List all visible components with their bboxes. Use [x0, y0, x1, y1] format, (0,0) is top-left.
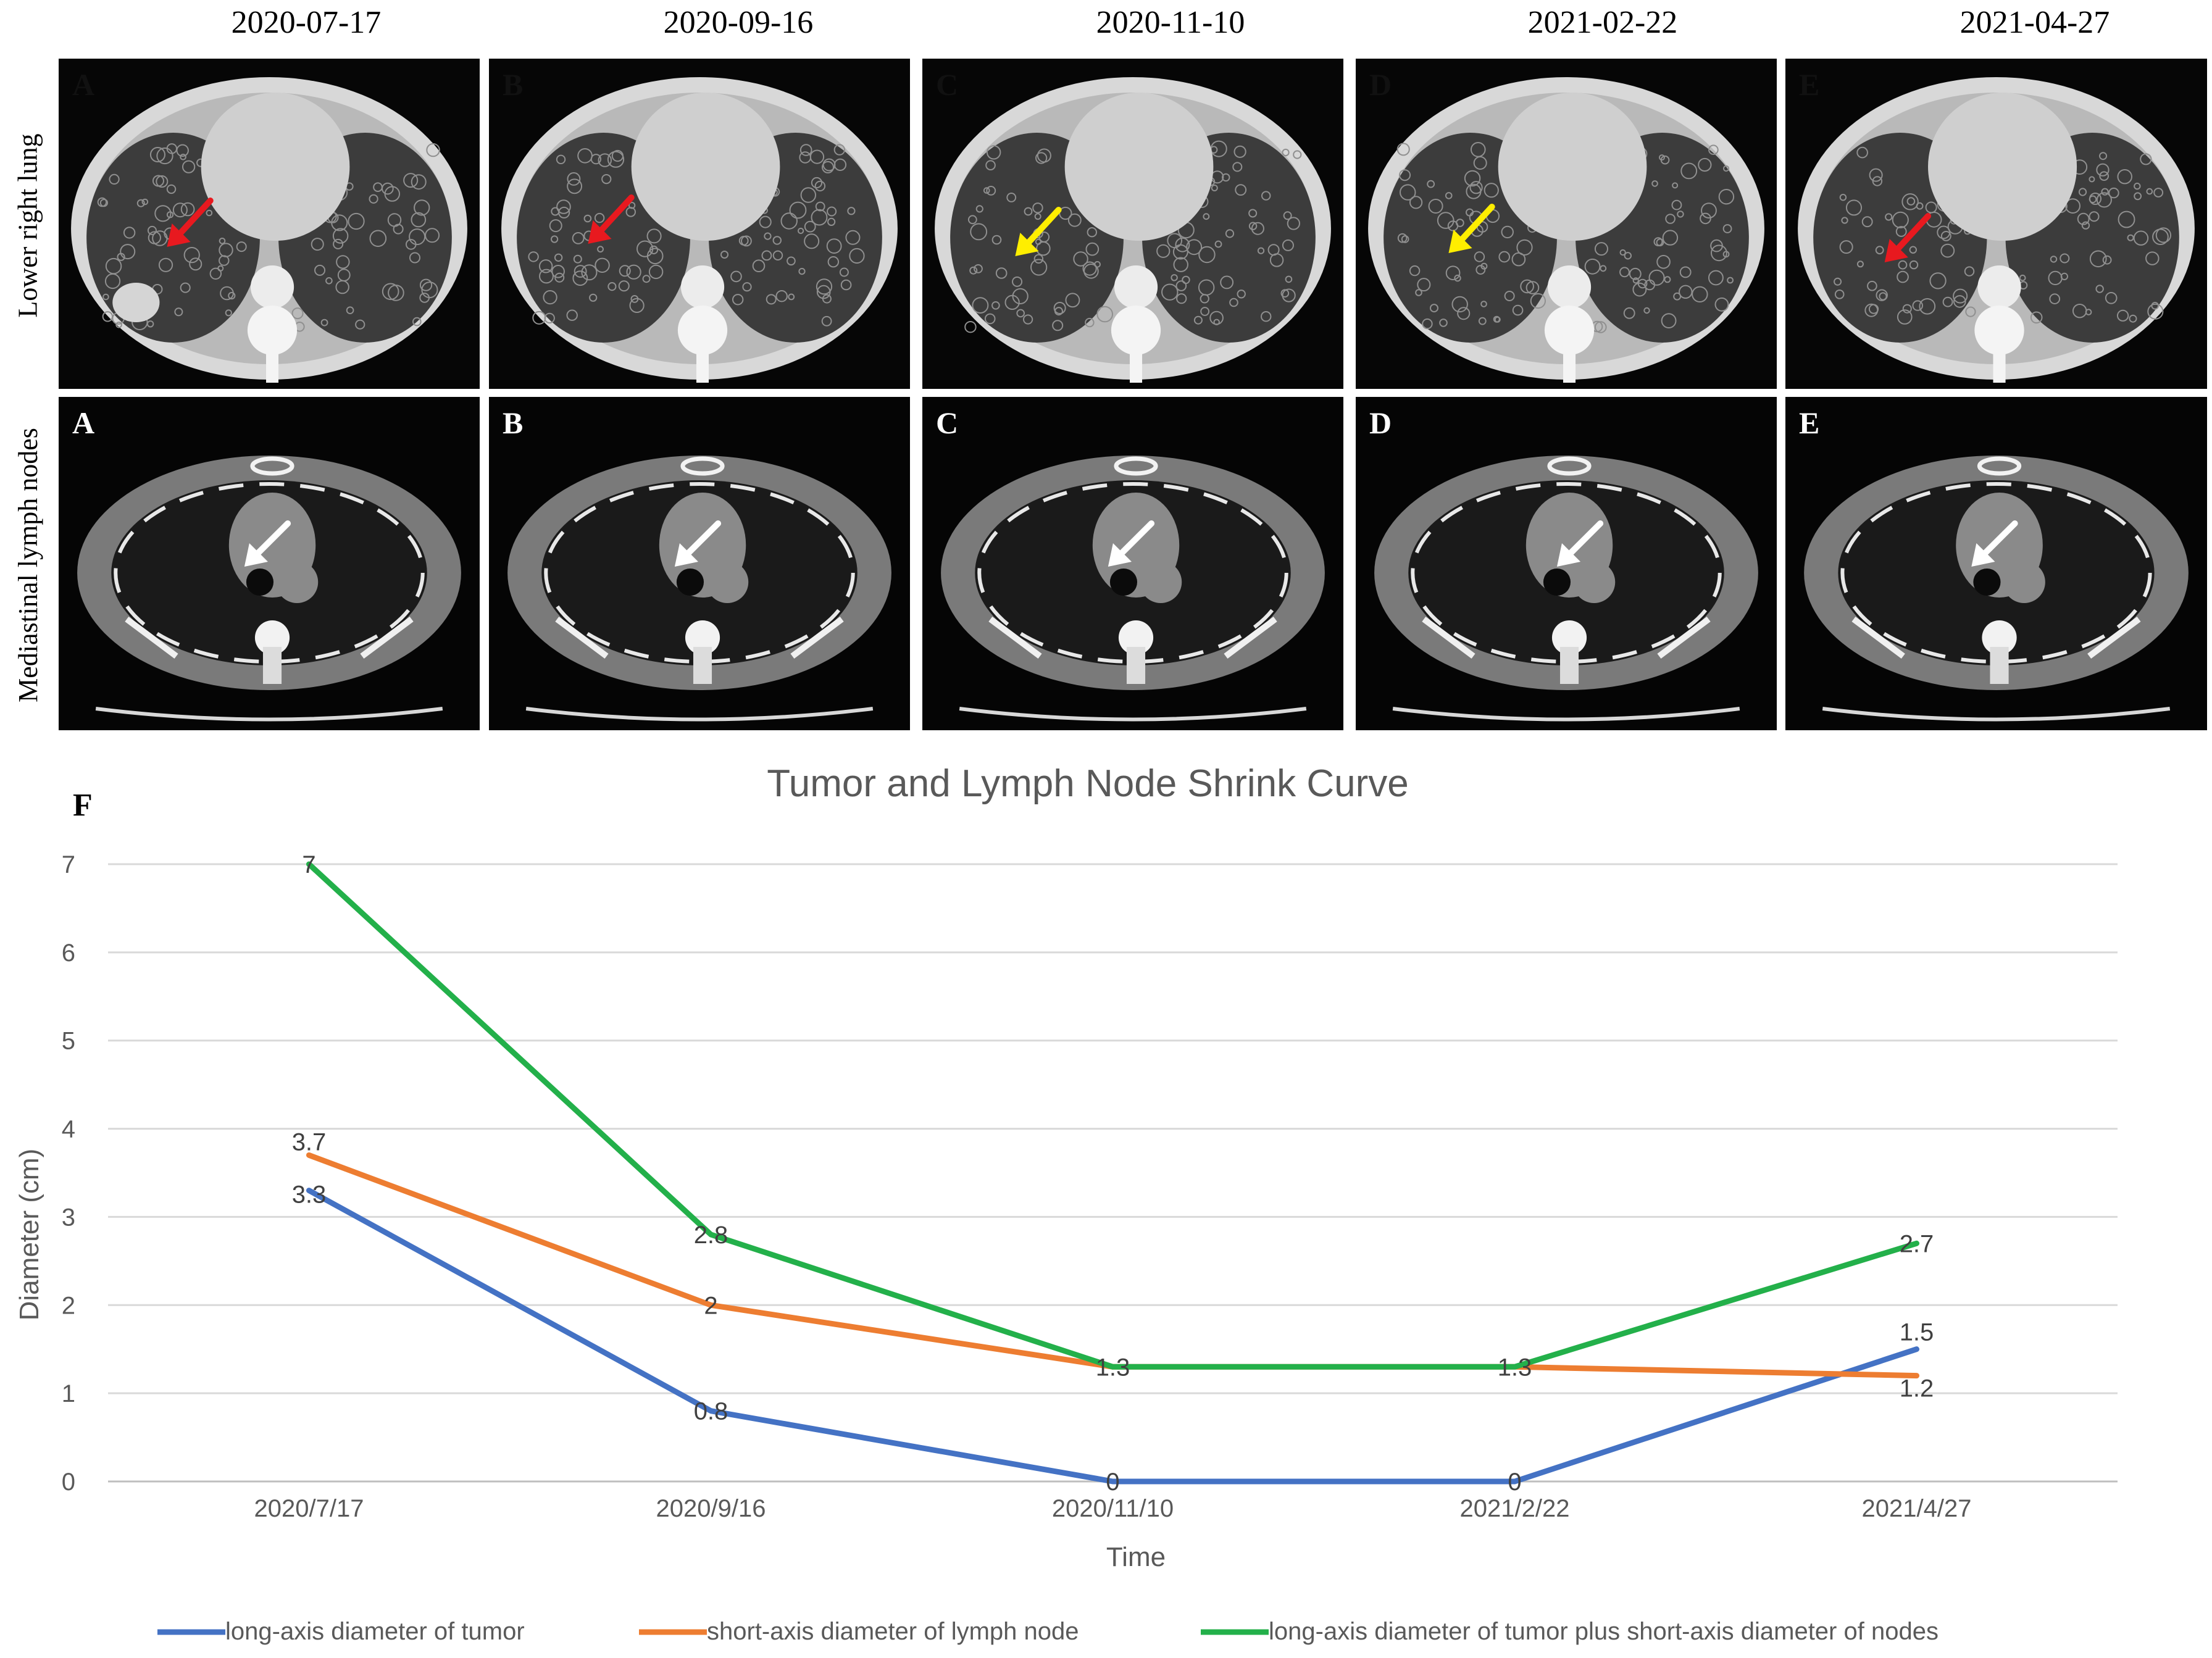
- ct-lung-image: [1785, 59, 2207, 389]
- series-line-1: [306, 1188, 1919, 1485]
- legend-label-2: short-axis diameter of lymph node: [707, 1618, 1079, 1645]
- ct-mediastinal-panel-e: E: [1785, 397, 2207, 730]
- panel-letter: A: [72, 406, 95, 440]
- ct-mediastinal-image: [1356, 397, 1777, 730]
- y-axis-title: Diameter (cm): [14, 1149, 44, 1321]
- data-label: 2: [704, 1292, 717, 1319]
- ct-lung-image: [59, 59, 480, 389]
- data-label: 2.8: [694, 1222, 728, 1249]
- data-label: 2.7: [1900, 1230, 1934, 1257]
- x-tick-label: 2021/4/27: [1862, 1495, 1972, 1522]
- panel-letter: D: [1369, 67, 1392, 102]
- ct-lung-image: [489, 59, 910, 389]
- row-label-lung: Lower right lung: [12, 133, 43, 318]
- x-tick-label: 2020/11/10: [1052, 1495, 1174, 1522]
- data-label: 1.3: [1498, 1354, 1532, 1381]
- row-label-mediastinal-box: Mediastinal lymph nodes: [0, 395, 56, 735]
- y-tick-label: 2: [62, 1292, 75, 1319]
- date-header-3: 2020-11-10: [1096, 5, 1245, 40]
- legend-label-3: long-axis diameter of tumor plus short-a…: [1269, 1618, 1939, 1645]
- ct-lung-panel-d: D: [1356, 59, 1777, 389]
- y-tick-label: 6: [62, 939, 75, 967]
- ct-mediastinal-image: [59, 397, 480, 730]
- date-header-2: 2020-09-16: [663, 5, 814, 40]
- ct-lung-image: [1356, 59, 1777, 389]
- ct-lung-image: [922, 59, 1343, 389]
- y-tick-label: 3: [62, 1204, 75, 1231]
- data-label: 3.3: [292, 1181, 327, 1209]
- data-label: 1.2: [1900, 1375, 1934, 1402]
- panel-letter: D: [1369, 406, 1392, 440]
- panel-letter: E: [1799, 406, 1820, 440]
- panel-letter: A: [72, 67, 95, 102]
- y-tick-label: 7: [62, 851, 75, 878]
- panel-letter: C: [936, 67, 959, 102]
- data-label: 0: [1106, 1468, 1119, 1496]
- row-label-mediastinal: Mediastinal lymph nodes: [12, 427, 43, 702]
- panel-letter: E: [1799, 67, 1820, 102]
- ct-lung-panel-c: C: [922, 59, 1343, 389]
- ct-lung-panel-b: B: [489, 59, 910, 389]
- panel-letter: C: [936, 406, 959, 440]
- date-header-5: 2021-04-27: [1959, 5, 2110, 40]
- ct-mediastinal-panel-c: C: [922, 397, 1343, 730]
- row-label-lung-box: Lower right lung: [0, 59, 56, 392]
- data-label: 1.3: [1096, 1354, 1130, 1381]
- ct-mediastinal-image: [1785, 397, 2207, 730]
- ct-mediastinal-panel-b: B: [489, 397, 910, 730]
- x-axis-title: Time: [1106, 1542, 1166, 1572]
- ct-mediastinal-panel-a: A: [59, 397, 480, 730]
- shrink-curve-chart: Tumor and Lymph Node Shrink Curve 0 1 2 3 4 5 6…: [14, 762, 2118, 1645]
- x-tick-label: 2020/7/17: [254, 1495, 364, 1522]
- ct-mediastinal-image: [489, 397, 910, 730]
- x-tick-label: 2020/9/16: [656, 1495, 766, 1522]
- series-line-3: [306, 861, 1919, 1370]
- date-header-1: 2020-07-17: [231, 5, 382, 40]
- ct-lung-panel-e: E: [1785, 59, 2207, 389]
- y-tick-label: 1: [62, 1380, 75, 1407]
- date-header-4: 2021-02-22: [1527, 5, 1678, 40]
- ct-mediastinal-image: [922, 397, 1343, 730]
- chart-title: Tumor and Lymph Node Shrink Curve: [767, 762, 1409, 805]
- series-line-2: [306, 1152, 1919, 1379]
- panel-letter: B: [503, 406, 524, 440]
- y-tick-label: 5: [62, 1028, 75, 1055]
- y-tick-label: 4: [62, 1116, 75, 1143]
- y-tick-label: 0: [62, 1468, 75, 1496]
- figure-letter-f: F: [73, 788, 93, 823]
- panel-letter: B: [503, 67, 524, 102]
- legend-label-1: long-axis diameter of tumor: [225, 1618, 525, 1645]
- data-label: 7: [302, 851, 315, 878]
- x-tick-label: 2021/2/22: [1460, 1495, 1570, 1522]
- ct-lung-panel-a: A: [59, 59, 480, 389]
- ct-mediastinal-panel-d: D: [1356, 397, 1777, 730]
- data-label: 3.7: [292, 1128, 327, 1156]
- data-label: 0.8: [694, 1398, 728, 1425]
- data-label: 0: [1508, 1468, 1521, 1496]
- data-label: 1.5: [1900, 1319, 1934, 1346]
